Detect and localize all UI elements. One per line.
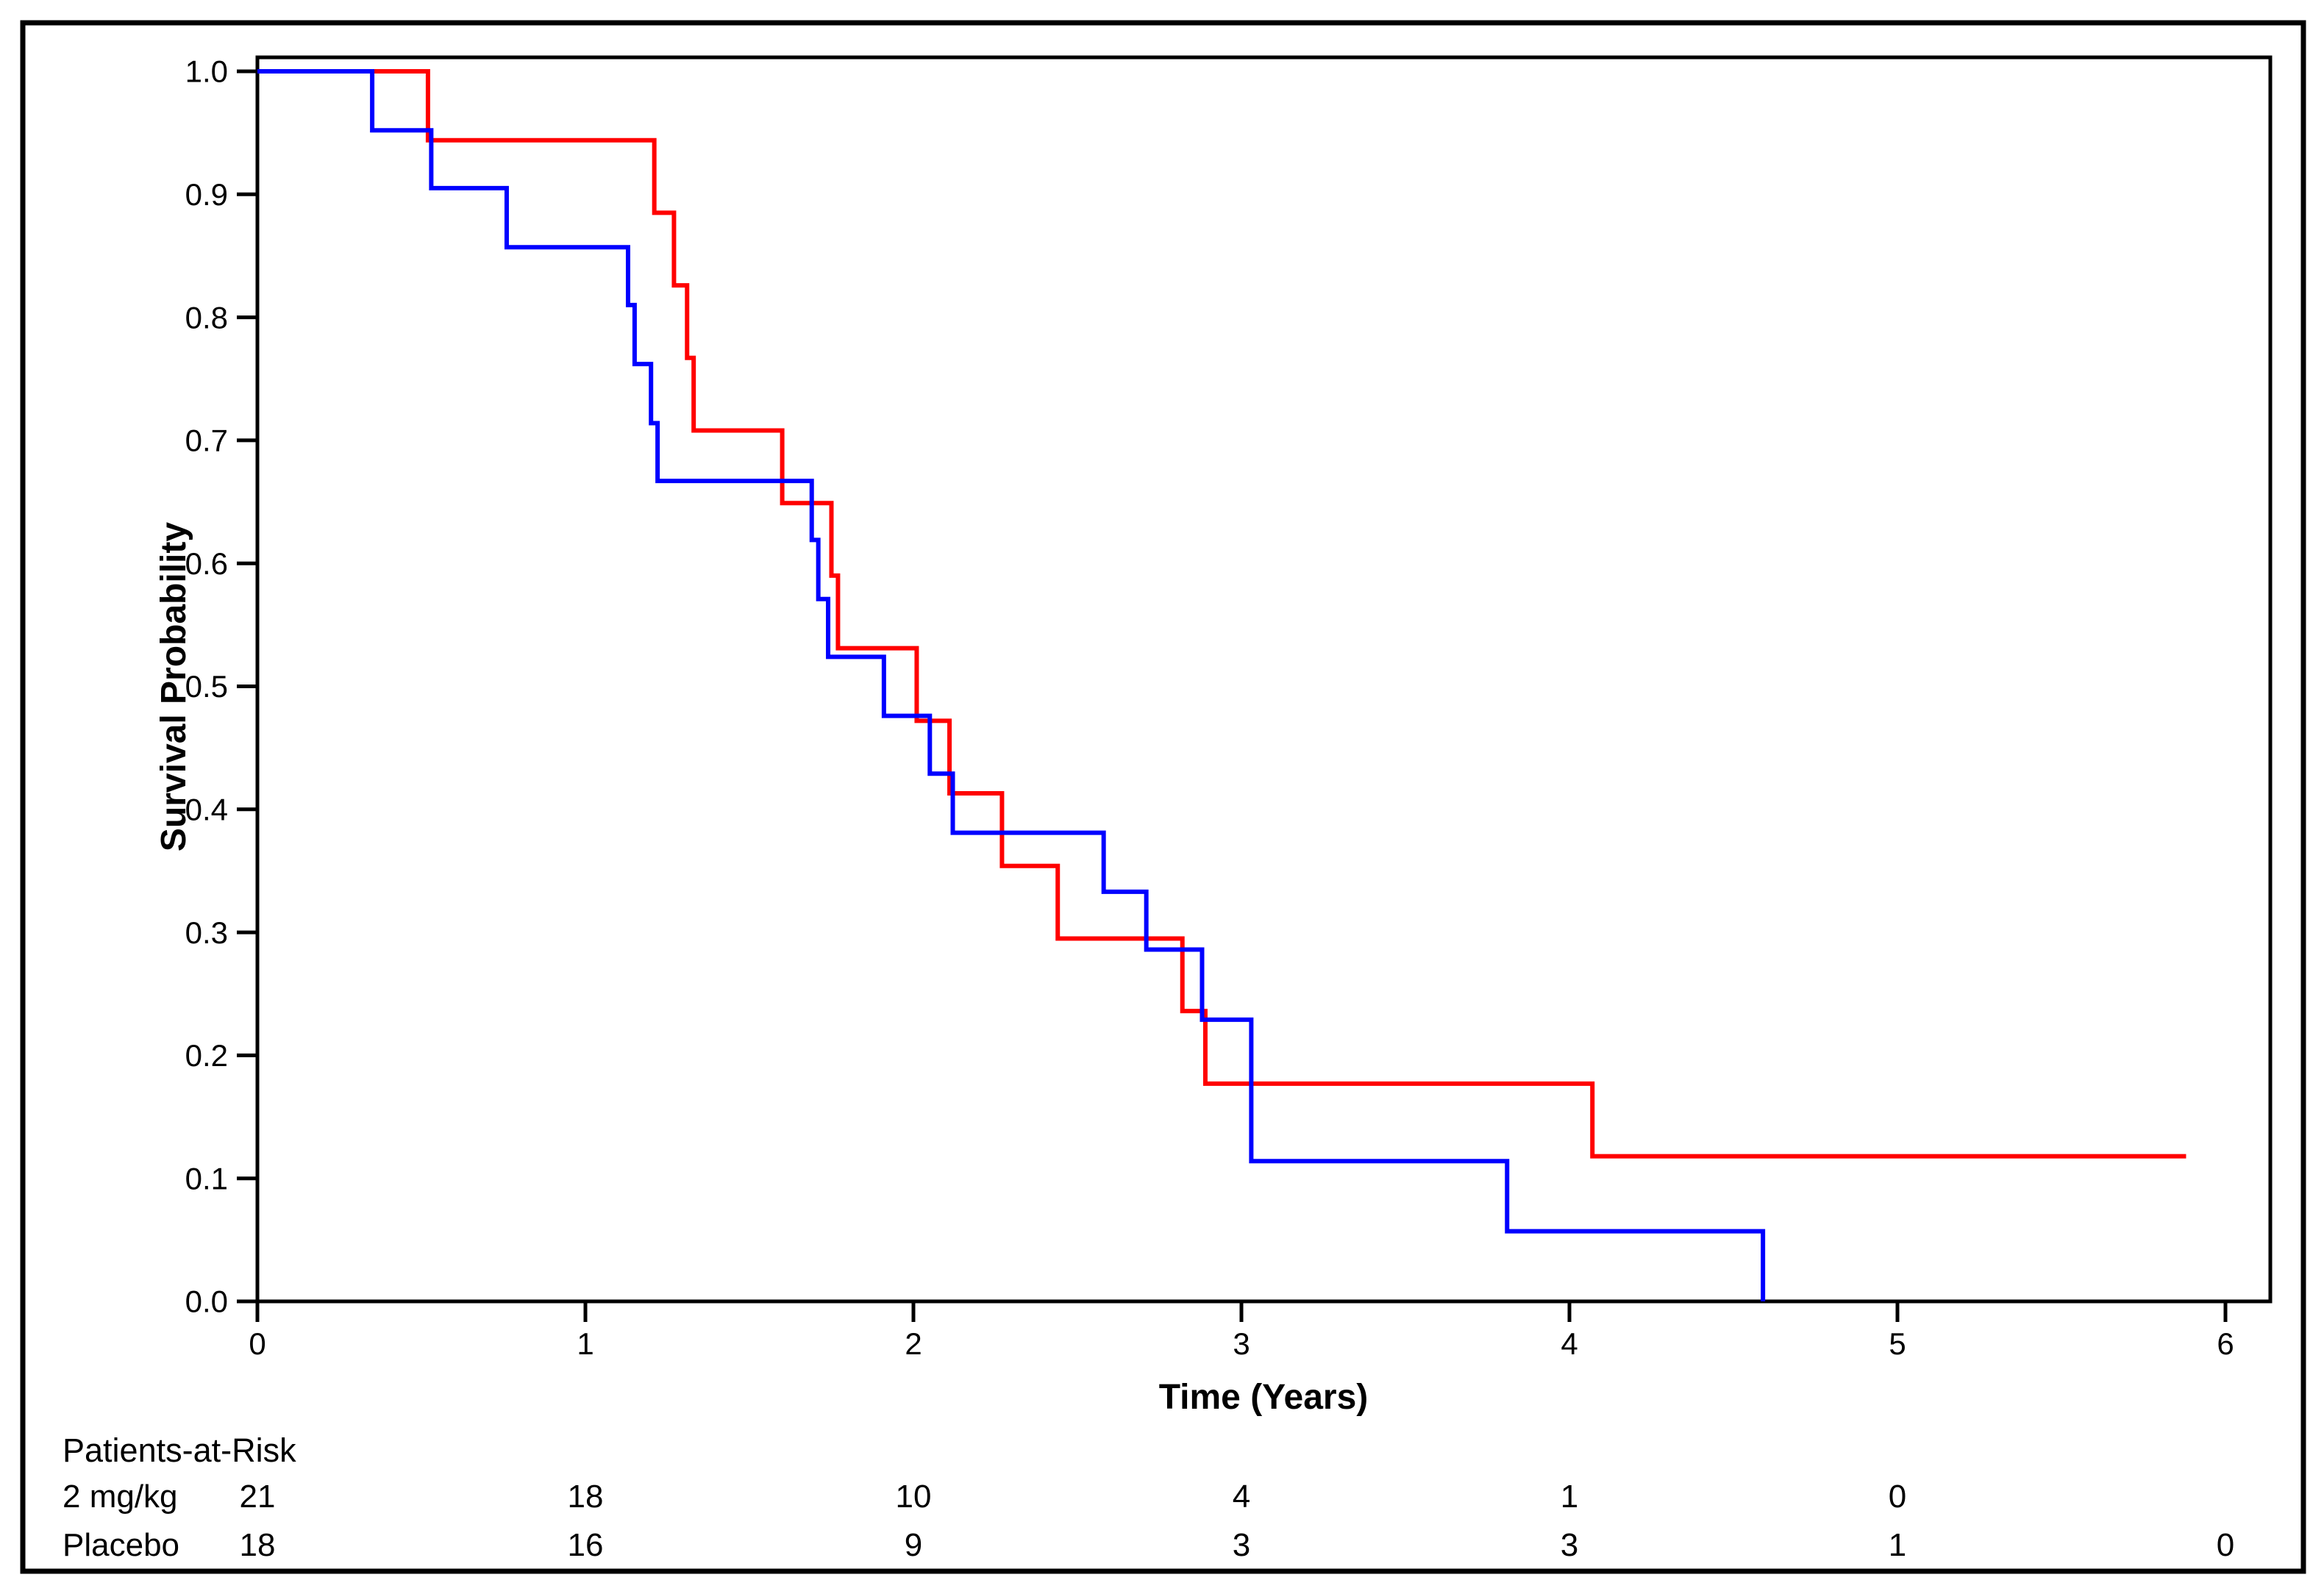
y-tick-label: 0.8 (185, 300, 228, 335)
survival-curves (257, 69, 2186, 1301)
y-tick-label: 0.5 (185, 669, 228, 704)
x-tick-label: 4 (1561, 1326, 1578, 1361)
at-risk-count: 21 (240, 1479, 276, 1515)
at-risk-count: 3 (1233, 1527, 1250, 1563)
at-risk-row-label-2mgkg: 2 mg/kg (63, 1479, 178, 1515)
at-risk-count: 4 (1233, 1479, 1250, 1515)
x-tick-label: 5 (1889, 1326, 1906, 1361)
at-risk-count: 16 (568, 1527, 604, 1563)
at-risk-row-label-placebo: Placebo (63, 1527, 179, 1563)
y-axis-title: Survival Probability (154, 522, 193, 851)
x-tick-label: 0 (249, 1326, 265, 1361)
y-tick-label: 0.6 (185, 546, 228, 581)
at-risk-count: 3 (1561, 1527, 1578, 1563)
y-tick-label: 0.0 (185, 1284, 228, 1319)
at-risk-header: Patients-at-Risk (63, 1432, 296, 1469)
at-risk-count: 9 (905, 1527, 922, 1563)
y-axis-ticks: 0.0 0.1 0.2 0.3 0.4 0.5 0.6 0.7 0.8 0.9 1.0 (185, 54, 257, 1319)
x-axis-title: Time (Years) (1159, 1378, 1369, 1417)
at-risk-count: 10 (896, 1479, 932, 1515)
y-tick-label: 0.3 (185, 915, 228, 950)
figure-border (20, 20, 2306, 1574)
x-tick-label: 1 (577, 1326, 594, 1361)
at-risk-count: 0 (2217, 1527, 2234, 1563)
at-risk-count: 1 (1889, 1527, 1906, 1563)
at-risk-count: 1 (1561, 1479, 1578, 1515)
x-tick-label: 2 (905, 1326, 922, 1361)
survival-curve-2-mg-kg (257, 69, 1766, 1301)
y-tick-label: 0.1 (185, 1161, 228, 1196)
at-risk-count: 18 (240, 1527, 276, 1563)
y-tick-label: 1.0 (185, 54, 228, 89)
plot-frame (255, 55, 2273, 1304)
y-tick-label: 0.4 (185, 793, 228, 827)
x-tick-label: 6 (2217, 1326, 2234, 1361)
at-risk-count: 18 (568, 1479, 604, 1515)
x-axis-ticks: 0 1 2 3 4 5 6 (249, 1301, 2234, 1361)
at-risk-counts: 21 18 10 4 1 018 16 9 3 3 1 0 (240, 1479, 2235, 1563)
x-tick-label: 3 (1233, 1326, 1250, 1361)
y-tick-label: 0.7 (185, 423, 228, 458)
at-risk-count: 0 (1889, 1479, 1906, 1515)
y-tick-label: 0.9 (185, 177, 228, 212)
y-tick-label: 0.2 (185, 1038, 228, 1073)
survival-curve-placebo (257, 69, 2186, 1159)
